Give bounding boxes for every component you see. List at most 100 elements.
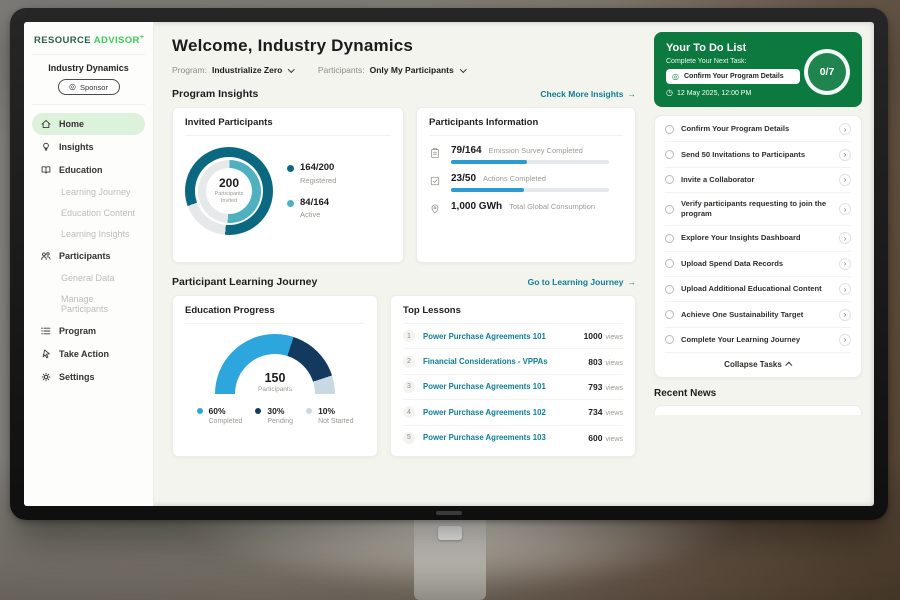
sidebar-item-education[interactable]: Education [32, 159, 145, 181]
todo-task-item[interactable]: Complete Your Learning Journey › [665, 328, 851, 353]
sidebar-item-learning-journey[interactable]: Learning Journey [32, 182, 145, 202]
lesson-rank: 3 [403, 381, 415, 393]
todo-task-item[interactable]: Verify participants requesting to join t… [665, 193, 851, 226]
todo-task-item[interactable]: Invite a Collaborator › [665, 168, 851, 193]
collapse-tasks-link[interactable]: Collapse Tasks [665, 353, 851, 376]
chevron-down-icon [460, 66, 466, 72]
task-checkbox[interactable] [665, 125, 674, 134]
page-title: Welcome, Industry Dynamics [172, 36, 636, 56]
program-filter[interactable]: Program: Industrialize Zero [172, 65, 294, 75]
info-row: 23/50 Actions Completed [429, 173, 623, 192]
brand-advisor: ADVISOR [94, 35, 140, 46]
legend-item: 30% Pending [255, 407, 293, 425]
chevron-right-icon[interactable]: › [839, 149, 851, 161]
insights-cards-row: Invited Participants 200 Participants In… [172, 107, 636, 263]
sidebar-item-education-content[interactable]: Education Content [32, 203, 145, 223]
education-gauge-chart: 150 Participants [215, 334, 335, 394]
lightbulb-icon [40, 141, 52, 153]
todo-task-item[interactable]: Achieve One Sustainability Target › [665, 302, 851, 327]
chevron-right-icon[interactable]: › [839, 309, 851, 321]
lesson-link[interactable]: Power Purchase Agreements 102 [423, 408, 580, 417]
donut-center-label: Participants Invited [212, 191, 246, 205]
todo-task-item[interactable]: Confirm Your Program Details › [665, 117, 851, 142]
task-checkbox[interactable] [665, 335, 674, 344]
education-progress-card: Education Progress 150 Participants [172, 295, 378, 457]
chevron-right-icon[interactable]: › [839, 123, 851, 135]
participants-filter[interactable]: Participants: Only My Participants [318, 65, 465, 75]
lesson-link[interactable]: Power Purchase Agreements 101 [423, 332, 576, 341]
legend-item: 60% Completed [197, 407, 243, 425]
todo-task-item[interactable]: Upload Additional Educational Content › [665, 277, 851, 302]
sponsor-label: Sponsor [80, 83, 108, 92]
gear-icon [40, 371, 52, 383]
recent-news-card [654, 405, 862, 415]
sidebar-item-settings[interactable]: Settings [32, 366, 145, 388]
gauge-center-label: Participants [258, 386, 292, 393]
card-title: Invited Participants [185, 117, 391, 136]
chevron-right-icon[interactable]: › [839, 283, 851, 295]
lesson-link[interactable]: Power Purchase Agreements 103 [423, 433, 580, 442]
progress-track [451, 160, 609, 164]
sidebar-item-program[interactable]: Program [32, 320, 145, 342]
sidebar-item-general-data[interactable]: General Data [32, 268, 145, 288]
people-icon [40, 250, 52, 262]
check-more-insights-link[interactable]: Check More Insights → [540, 89, 636, 99]
legend-dot [306, 408, 312, 414]
task-checkbox[interactable] [665, 285, 674, 294]
task-checkbox[interactable] [665, 310, 674, 319]
sidebar-item-manage-participants[interactable]: Manage Participants [32, 289, 145, 319]
chevron-right-icon[interactable]: › [839, 334, 851, 346]
sidebar-item-label: Insights [59, 142, 94, 152]
task-checkbox[interactable] [665, 205, 674, 214]
arrow-right-icon: → [628, 277, 637, 287]
task-checkbox[interactable] [665, 150, 674, 159]
legend-item: 10% Not Started [306, 407, 353, 425]
task-checkbox[interactable] [665, 234, 674, 243]
filters-row: Program: Industrialize Zero Participants… [172, 65, 636, 75]
sidebar-item-take-action[interactable]: Take Action [32, 343, 145, 365]
location-pin-icon [429, 203, 441, 215]
brand-plus: + [140, 34, 145, 41]
sidebar-item-insights[interactable]: Insights [32, 136, 145, 158]
info-value: 79/164 [451, 145, 482, 156]
sidebar-nav: Home Insights Education Learning Journey… [32, 105, 145, 388]
legend-dot [287, 165, 294, 172]
progress-fill [451, 160, 527, 164]
learning-journey-header: Participant Learning Journey Go to Learn… [172, 276, 636, 288]
sidebar-item-learning-insights[interactable]: Learning Insights [32, 224, 145, 244]
sidebar-item-home[interactable]: Home [32, 113, 145, 135]
todo-task-item[interactable]: Send 50 Invitations to Participants › [665, 142, 851, 167]
sidebar-item-label: Home [59, 119, 84, 129]
chevron-right-icon[interactable]: › [839, 258, 851, 270]
chevron-right-icon[interactable]: › [839, 203, 851, 215]
brand-resource: RESOURCE [34, 35, 91, 46]
todo-task-item[interactable]: Explore Your Insights Dashboard › [665, 226, 851, 251]
recent-news-heading: Recent News [654, 388, 862, 399]
todo-task-item[interactable]: Upload Spend Data Records › [665, 252, 851, 277]
legend-dot [197, 408, 203, 414]
sidebar-item-label: Education [59, 165, 103, 175]
lesson-link[interactable]: Financial Considerations - VPPAs [423, 357, 580, 366]
legend-item: 164/200 Registered [287, 163, 336, 185]
task-checkbox[interactable] [665, 175, 674, 184]
sidebar-item-label: Education Content [61, 208, 135, 218]
clock-icon: ◷ [666, 89, 673, 97]
lesson-link[interactable]: Power Purchase Agreements 101 [423, 382, 580, 391]
sidebar-item-label: Manage Participants [61, 294, 108, 314]
task-checkbox[interactable] [665, 259, 674, 268]
participants-filter-value: Only My Participants [370, 65, 454, 75]
next-task-pill[interactable]: ◎ Confirm Your Program Details [666, 69, 800, 84]
invited-participants-card: Invited Participants 200 Participants In… [172, 107, 404, 263]
chevron-right-icon[interactable]: › [839, 232, 851, 244]
gauge-center-value: 150 [265, 372, 286, 385]
participants-information-card: Participants Information 79/164 Emission… [416, 107, 636, 263]
sidebar-item-label: Learning Journey [61, 187, 131, 197]
lesson-row: 4 Power Purchase Agreements 102 734views [403, 400, 623, 425]
section-heading: Program Insights [172, 88, 258, 100]
sidebar-item-participants[interactable]: Participants [32, 245, 145, 267]
list-icon [40, 325, 52, 337]
monitor-stand [414, 514, 486, 600]
chevron-right-icon[interactable]: › [839, 174, 851, 186]
go-to-learning-journey-link[interactable]: Go to Learning Journey → [528, 277, 636, 287]
sidebar-item-label: Settings [59, 372, 95, 382]
